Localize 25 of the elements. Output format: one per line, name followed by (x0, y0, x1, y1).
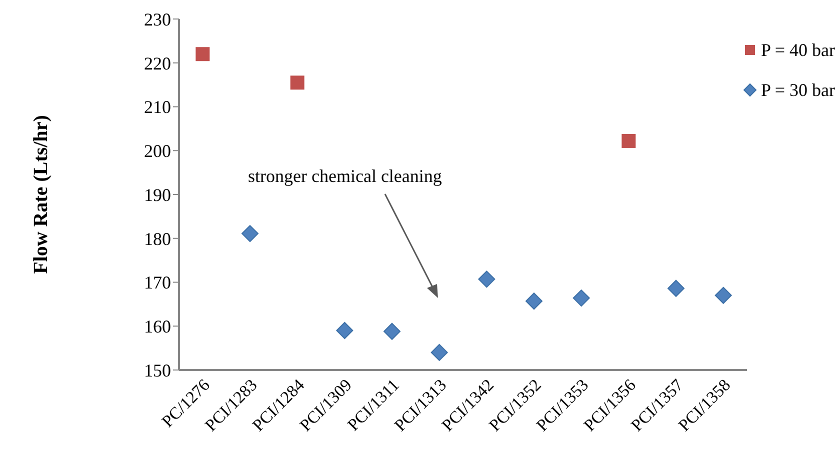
legend-label: P = 40 bar (761, 40, 835, 60)
y-tick-label: 210 (144, 97, 171, 118)
point (336, 322, 354, 340)
point (714, 286, 732, 304)
point (478, 270, 496, 288)
point (526, 292, 542, 310)
y-tick-label: 200 (144, 141, 171, 162)
y-axis-title: Flow Rate (Lts/hr) (30, 115, 52, 274)
y-tick-label: 180 (144, 228, 171, 249)
y-tick-label: 220 (144, 53, 171, 74)
annotation: stronger chemical cleaning (248, 166, 442, 187)
point (430, 344, 448, 361)
y-tick-label: 170 (144, 272, 171, 293)
point (384, 322, 400, 340)
point (242, 225, 258, 242)
y-tick-label: 160 (144, 316, 171, 337)
point (290, 76, 304, 90)
y-tick-label: 190 (144, 184, 171, 205)
y-tick-label: 150 (144, 360, 171, 380)
y-tick-label: 230 (144, 9, 171, 30)
point (622, 134, 636, 148)
point (196, 47, 210, 62)
legend-label: P = 30 bar (761, 80, 835, 100)
point (668, 280, 684, 297)
point (572, 290, 590, 307)
